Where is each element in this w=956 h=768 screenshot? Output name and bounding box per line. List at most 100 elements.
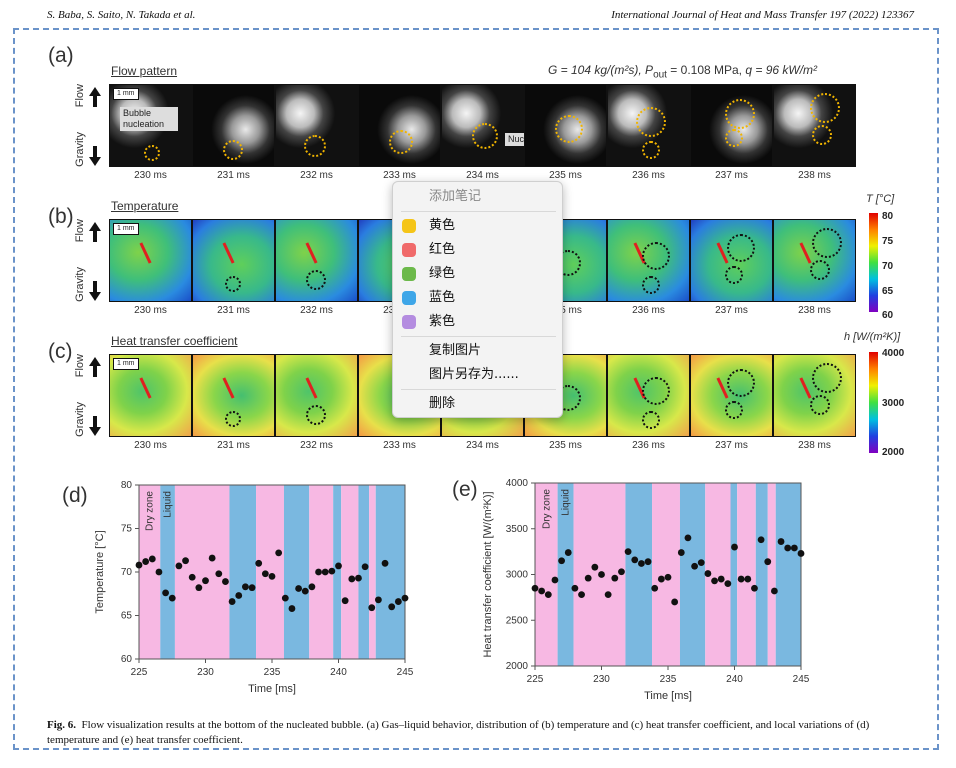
timestamp: 234 ms bbox=[466, 170, 499, 181]
purple-swatch-icon bbox=[402, 315, 416, 329]
menu-item-blue[interactable]: 蓝色 bbox=[393, 287, 562, 309]
data-point bbox=[737, 575, 745, 583]
data-point bbox=[764, 558, 772, 566]
temperature-colorbar-tick: 80 bbox=[882, 211, 894, 222]
bubble-marker bbox=[810, 260, 830, 280]
menu-item-copy-image[interactable]: 复制图片 bbox=[393, 340, 562, 362]
data-point bbox=[724, 580, 732, 588]
liquid-zone-label: Liquid bbox=[163, 491, 174, 518]
scale-bar: 1 mm bbox=[113, 223, 139, 235]
flow-frame: Nucleation bbox=[441, 84, 554, 167]
data-point bbox=[228, 598, 236, 605]
x-axis-label: Time [ms] bbox=[248, 683, 296, 695]
bubble-marker bbox=[642, 276, 660, 294]
data-point bbox=[148, 555, 156, 563]
timestamp: 232 ms bbox=[300, 440, 333, 451]
timestamp: 231 ms bbox=[217, 440, 250, 451]
gravity-arrow-icon bbox=[89, 416, 101, 436]
mass-flux: G = 104 kg/(m²s), bbox=[548, 63, 642, 77]
data-point bbox=[195, 584, 203, 592]
htc-frame bbox=[690, 354, 773, 437]
bubble-marker bbox=[725, 401, 743, 419]
y-tick-label: 2500 bbox=[506, 615, 529, 626]
gravity-arrow-icon bbox=[89, 146, 101, 166]
flow-arrow-icon bbox=[89, 222, 101, 242]
timestamp: 230 ms bbox=[134, 170, 167, 181]
timestamp: 230 ms bbox=[134, 305, 167, 316]
bubble-marker bbox=[810, 93, 840, 123]
timestamp: 236 ms bbox=[632, 170, 665, 181]
panel-b-title: Temperature bbox=[111, 199, 179, 213]
running-header-authors: S. Baba, S. Saito, N. Takada et al. bbox=[47, 9, 196, 21]
data-point bbox=[321, 568, 329, 576]
flow-arrow-icon bbox=[89, 87, 101, 107]
data-point bbox=[295, 585, 302, 592]
temperature-colorbar-tick: 75 bbox=[882, 236, 894, 247]
timestamp: 235 ms bbox=[549, 440, 582, 451]
dry-zone bbox=[341, 485, 359, 659]
menu-item-purple[interactable]: 紫色 bbox=[393, 311, 562, 333]
bubble-marker bbox=[642, 141, 660, 159]
menu-divider bbox=[401, 336, 556, 337]
bubble-marker bbox=[812, 363, 842, 393]
x-tick-label: 240 bbox=[726, 674, 743, 685]
menu-item-red[interactable]: 红色 bbox=[393, 239, 562, 261]
menu-item-green[interactable]: 绿色 bbox=[393, 263, 562, 285]
y-tick-label: 75 bbox=[121, 524, 133, 535]
flow-frame: 1 mm Bubble nucleation bbox=[109, 84, 192, 167]
data-point bbox=[624, 548, 632, 556]
data-point bbox=[288, 605, 296, 612]
dry-zone bbox=[535, 483, 558, 666]
data-point bbox=[671, 598, 679, 606]
data-point bbox=[611, 574, 619, 582]
bubble-marker bbox=[642, 411, 660, 429]
bubble-marker bbox=[304, 135, 326, 157]
data-point bbox=[564, 549, 572, 556]
bubble-marker bbox=[472, 123, 498, 149]
timestamp: 238 ms bbox=[798, 440, 831, 451]
htc-chart: 225 230 235 240 245 2000 2500 3000 3500 4000 Time … bbox=[482, 478, 810, 702]
gravity-label: Gravity bbox=[74, 132, 86, 167]
data-point bbox=[631, 556, 639, 564]
timestamp: 234 ms bbox=[466, 440, 499, 451]
menu-header-label: 添加笔记 bbox=[429, 189, 482, 204]
menu-add-note-header: 添加笔记 bbox=[393, 186, 562, 208]
data-point bbox=[644, 558, 652, 566]
bubble-marker bbox=[144, 145, 160, 161]
timestamp: 238 ms bbox=[798, 170, 831, 181]
context-menu: 添加笔记 黄色 红色 绿色 蓝色 紫色 复制图片 图片另存为...... 删除 bbox=[392, 181, 563, 418]
htc-colorbar bbox=[869, 352, 878, 453]
menu-item-yellow[interactable]: 黄色 bbox=[393, 215, 562, 237]
panel-a-label: (a) bbox=[48, 44, 74, 67]
data-point bbox=[544, 591, 552, 599]
data-point bbox=[255, 559, 263, 567]
data-point bbox=[657, 575, 665, 583]
data-point bbox=[697, 559, 705, 567]
timestamp: 235 ms bbox=[549, 305, 582, 316]
timestamp: 233 ms bbox=[383, 440, 416, 451]
menu-item-label: 删除 bbox=[429, 396, 456, 411]
menu-item-save-image-as[interactable]: 图片另存为...... bbox=[393, 364, 562, 386]
liquid-zone bbox=[775, 483, 801, 666]
htc-frame bbox=[275, 354, 358, 437]
data-point bbox=[638, 560, 645, 567]
bubble-marker bbox=[725, 129, 743, 147]
data-point bbox=[355, 574, 362, 582]
menu-item-delete[interactable]: 删除 bbox=[393, 393, 562, 415]
liquid-zone bbox=[160, 485, 175, 659]
temperature-frame bbox=[773, 219, 856, 302]
liquid-zone bbox=[730, 483, 738, 666]
data-point bbox=[175, 562, 183, 570]
x-tick-label: 225 bbox=[527, 674, 544, 685]
panel-c-label: (c) bbox=[48, 340, 73, 363]
data-point bbox=[751, 584, 758, 592]
y-tick-label: 4000 bbox=[506, 478, 529, 489]
figure-selection-frame[interactable] bbox=[13, 28, 939, 750]
data-point bbox=[784, 544, 792, 552]
liquid-zone bbox=[679, 483, 706, 666]
x-tick-label: 245 bbox=[397, 667, 414, 678]
data-point bbox=[281, 594, 289, 602]
liquid-zone-label: Liquid bbox=[561, 489, 572, 516]
liquid-zone bbox=[625, 483, 653, 666]
data-point bbox=[348, 575, 356, 583]
